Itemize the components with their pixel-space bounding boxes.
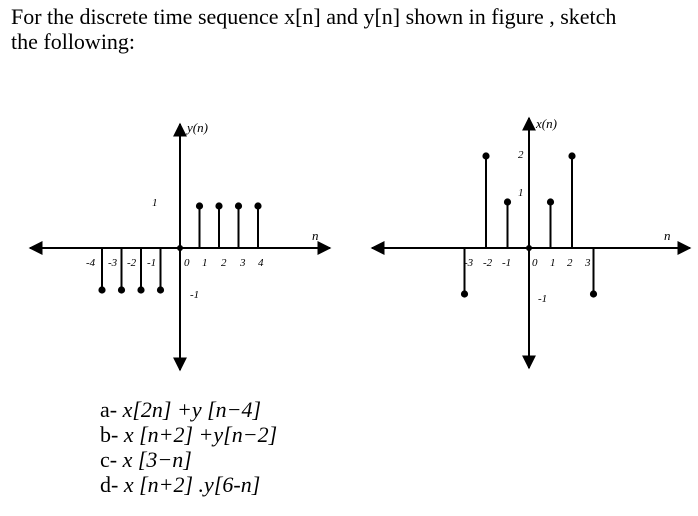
y-stem-point [117,286,126,294]
question-d-expression: x [n+2] .y[6-n] [123,472,261,497]
y-stem-point [156,286,165,294]
x-plot-level-label-2: 2 [518,149,524,161]
y-stem-point [98,286,106,294]
question-a-expression: x[2n] +y [n−4] [122,397,262,422]
y-tick-label: 3 [239,257,246,269]
y-plot-level-label-neg: -1 [190,289,199,301]
y-stem-point [137,286,145,294]
question-a: a- x[2n] +y [n−4] [100,398,261,421]
y-tick-label: -4 [86,257,96,269]
y-stem-point [215,202,223,210]
x-stem-point [546,198,555,206]
y-plot-tick-labels: -4 -3 -2 -1 0 1 2 3 4 [86,257,264,269]
question-c-label: c- [100,447,118,472]
x-stem-point [526,245,532,251]
x-stem-point [460,290,469,298]
y-stem-point [254,202,262,210]
question-d-label: d- [100,472,119,497]
y-stem-point [195,202,204,210]
question-b: b- x [n+2] +y[n−2] [100,423,277,446]
y-tick-label: -1 [147,257,156,269]
question-c: c- x [3−n] [100,448,192,471]
x-plot-tick-labels: -3 -2 -1 0 1 2 3 [464,257,591,269]
problem-line-2: the following: [11,29,136,54]
y-tick-label: 1 [202,257,208,269]
y-plot-title: y(n) [185,120,208,135]
x-plot: x(n) n 2 1 -1 -3 -2 -1 0 1 2 3 [370,116,692,370]
y-stem-point [177,245,183,251]
x-stem-point [482,152,490,160]
y-plot-x-label: n [312,228,319,243]
question-b-expression: x [n+2] +y[n−2] [123,422,278,447]
x-tick-label: 2 [567,257,573,269]
y-tick-label: -2 [127,257,137,269]
question-d: d- x [n+2] .y[6-n] [100,473,260,496]
y-tick-label: 2 [221,257,227,269]
y-stem-point [234,202,243,210]
question-c-expression: x [3−n] [122,447,192,472]
y-tick-label: -3 [108,257,118,269]
x-plot-level-label-neg: -1 [538,293,547,305]
x-plot-x-label: n [664,228,671,243]
x-tick-label: 1 [550,257,556,269]
y-tick-label: 0 [184,257,190,269]
x-stem-point [503,198,512,206]
problem-statement: For the discrete time sequence x[n] and … [11,4,691,54]
x-tick-label: -3 [464,257,474,269]
y-plot-level-label-pos: 1 [152,197,158,209]
y-plot: y(n) n 1 -1 -4 -3 -2 -1 0 1 2 3 4 [28,120,332,372]
problem-line-1: For the discrete time sequence x[n] and … [11,4,617,29]
x-plot-level-label-1: 1 [518,187,524,199]
y-tick-label: 4 [258,257,264,269]
x-tick-label: 0 [532,257,538,269]
x-stem-point [568,152,576,160]
x-plot-stems [460,152,598,298]
x-tick-label: 3 [584,257,591,269]
y-plot-stems [98,202,262,294]
x-plot-title: x(n) [535,116,557,131]
x-stem-point [589,290,598,298]
question-a-label: a- [100,397,118,422]
x-tick-label: -2 [483,257,493,269]
x-tick-label: -1 [502,257,511,269]
question-b-label: b- [100,422,119,447]
